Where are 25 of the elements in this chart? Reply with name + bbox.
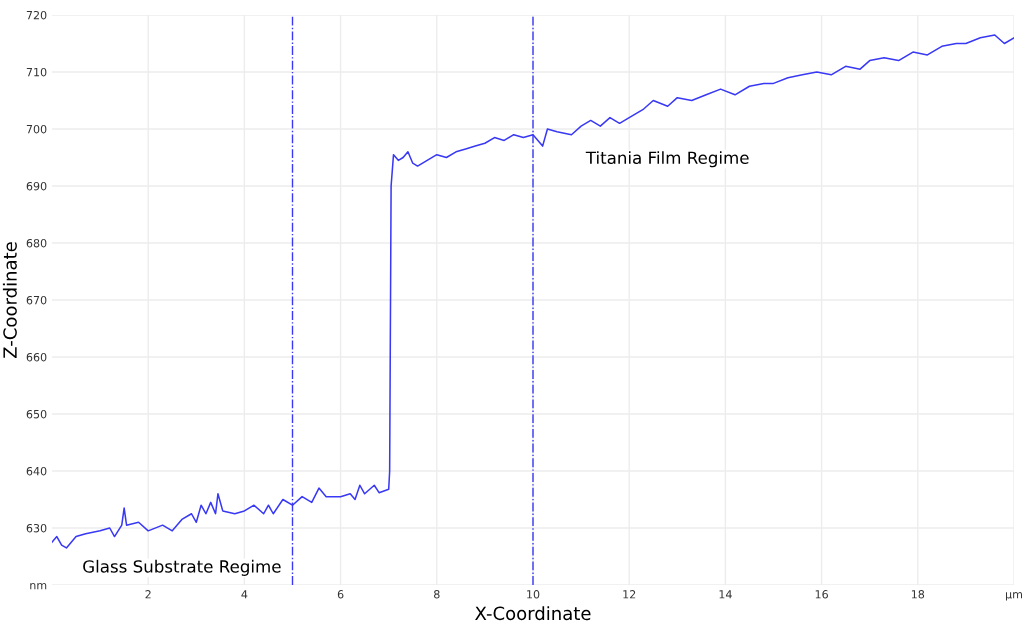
y-tick-label: 690 — [26, 181, 47, 191]
x-tick-label: 12 — [623, 590, 636, 599]
y-tick-label: 650 — [26, 409, 47, 419]
y-tick-label: 640 — [26, 466, 47, 476]
y-tick-label: 630 — [26, 523, 47, 533]
annotation: Glass Substrate Regime — [83, 559, 281, 576]
y-tick-label: 660 — [26, 352, 47, 362]
y-tick-label: 710 — [26, 67, 47, 77]
y-axis-title: Z-Coordinate — [2, 242, 17, 358]
x-tick-label: 2 — [145, 590, 151, 599]
x-tick-label: 4 — [241, 590, 248, 599]
y-tick-label: 720 — [26, 10, 47, 20]
x-tick-label: 18 — [911, 590, 925, 599]
x-tick-label: µm — [1006, 592, 1022, 601]
x-axis-title: X-Coordinate — [475, 606, 591, 621]
x-tick-label: 8 — [434, 590, 440, 599]
y-tick-label: 700 — [26, 124, 47, 134]
x-tick-label: 6 — [337, 590, 344, 599]
annotation: Titania Film Regime — [585, 151, 749, 168]
x-tick-label: 14 — [719, 590, 732, 599]
y-tick-label: 680 — [26, 238, 47, 248]
y-tick-label: nm — [30, 583, 47, 590]
x-tick-label: 10 — [527, 590, 540, 599]
y-tick-label: 670 — [26, 295, 47, 305]
x-tick-label: 16 — [815, 590, 828, 599]
